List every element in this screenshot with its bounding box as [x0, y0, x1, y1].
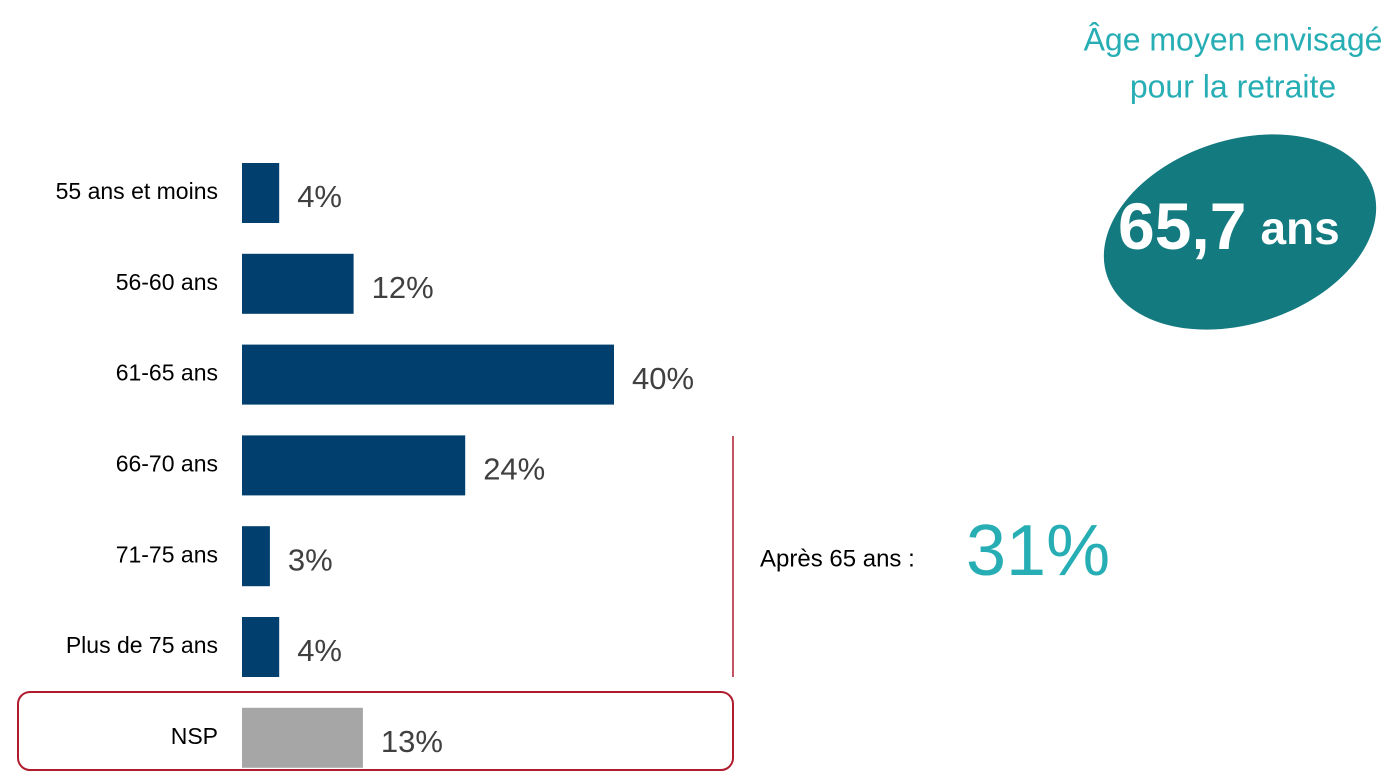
mean-value: 65,7 ans [1118, 189, 1340, 263]
value-label: 13% [381, 724, 443, 759]
category-label: 71-75 ans [116, 541, 218, 567]
bar [242, 163, 280, 223]
bar [242, 435, 466, 496]
category-label: 56-60 ans [116, 269, 218, 295]
nsp-frame [17, 691, 734, 771]
after-value: 31% [966, 511, 1110, 591]
value-label: 12% [372, 270, 434, 305]
mean-number: 65,7 [1118, 189, 1246, 263]
category-label: 61-65 ans [116, 360, 218, 386]
category-label: 55 ans et moins [56, 178, 218, 204]
category-label: Plus de 75 ans [66, 632, 218, 658]
value-label: 4% [297, 633, 342, 668]
category-label: 66-70 ans [116, 450, 218, 476]
mean-badge [1103, 134, 1377, 330]
mean-title: Âge moyen envisagé [1084, 21, 1383, 57]
bar [242, 253, 354, 314]
mean-unit: ans [1260, 202, 1339, 254]
value-label: 3% [288, 542, 333, 577]
value-label: 4% [297, 179, 342, 214]
category-label: NSP [171, 723, 218, 749]
bar [242, 707, 363, 768]
value-label: 24% [483, 452, 545, 487]
bar [242, 617, 280, 677]
after-label: Après 65 ans : [760, 545, 915, 572]
value-label: 40% [632, 361, 694, 396]
bar [242, 344, 614, 405]
bar [242, 526, 270, 587]
mean-title: pour la retraite [1130, 68, 1336, 104]
